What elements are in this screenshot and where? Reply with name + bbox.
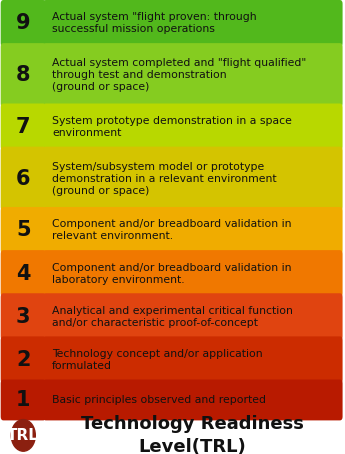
FancyBboxPatch shape [1,336,46,383]
FancyBboxPatch shape [1,104,46,150]
FancyBboxPatch shape [43,293,343,340]
Text: 1: 1 [16,390,31,410]
FancyBboxPatch shape [43,0,343,47]
FancyBboxPatch shape [1,293,46,340]
FancyBboxPatch shape [43,147,343,211]
Text: 7: 7 [16,117,31,137]
Text: System/subsystem model or prototype
demonstration in a relevant environment
(gro: System/subsystem model or prototype demo… [52,162,277,196]
Text: 6: 6 [16,168,31,188]
Text: Component and/or breadboard validation in
relevant environment.: Component and/or breadboard validation i… [52,219,292,242]
Text: 3: 3 [16,306,31,326]
Text: Technology concept and/or application
formulated: Technology concept and/or application fo… [52,349,263,371]
Text: Actual system completed and "flight qualified"
through test and demonstration
(g: Actual system completed and "flight qual… [52,58,306,92]
FancyBboxPatch shape [1,250,46,297]
FancyBboxPatch shape [43,104,343,150]
Text: 5: 5 [16,220,31,240]
FancyBboxPatch shape [1,43,46,107]
Text: Analytical and experimental critical function
and/or characteristic proof-of-con: Analytical and experimental critical fun… [52,306,293,328]
Text: 2: 2 [16,350,31,370]
Text: Technology Readiness
Level(TRL): Technology Readiness Level(TRL) [81,415,304,454]
FancyBboxPatch shape [43,43,343,107]
FancyBboxPatch shape [1,207,46,254]
Text: 4: 4 [16,263,31,283]
Text: Actual system "flight proven: through
successful mission operations: Actual system "flight proven: through su… [52,12,257,35]
FancyBboxPatch shape [1,380,46,420]
Text: Basic principles observed and reported: Basic principles observed and reported [52,395,266,405]
FancyBboxPatch shape [43,336,343,383]
Text: System prototype demonstration in a space
environment: System prototype demonstration in a spac… [52,116,292,138]
FancyBboxPatch shape [43,250,343,297]
Text: 8: 8 [16,65,31,85]
FancyBboxPatch shape [1,0,46,47]
Circle shape [11,419,35,451]
FancyBboxPatch shape [1,147,46,211]
FancyBboxPatch shape [43,380,343,420]
Text: TRL: TRL [7,428,39,443]
Text: Component and/or breadboard validation in
laboratory environment.: Component and/or breadboard validation i… [52,262,292,285]
FancyBboxPatch shape [43,207,343,254]
Text: 9: 9 [16,13,31,34]
